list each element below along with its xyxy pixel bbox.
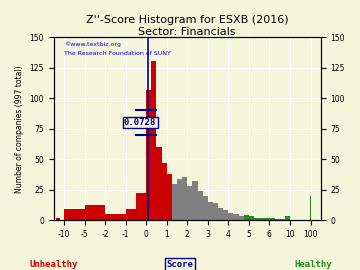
Bar [239, 217, 244, 220]
Bar [208, 202, 213, 220]
Bar [223, 210, 228, 220]
Bar [172, 184, 177, 220]
Bar [310, 196, 311, 220]
Bar [254, 218, 259, 220]
Bar [259, 218, 269, 220]
Bar [234, 214, 239, 220]
Bar [167, 174, 172, 220]
Title: Z''-Score Histogram for ESXB (2016)
Sector: Financials: Z''-Score Histogram for ESXB (2016) Sect… [86, 15, 289, 37]
Bar [192, 181, 198, 220]
Bar [177, 179, 182, 220]
Bar [105, 214, 126, 220]
Bar [162, 163, 167, 220]
Bar [228, 213, 234, 220]
Bar [269, 218, 275, 220]
Text: 0.0728: 0.0728 [124, 118, 156, 127]
Bar [213, 203, 218, 220]
Bar [187, 186, 192, 220]
Bar [64, 209, 85, 220]
Bar [280, 219, 285, 220]
Bar [182, 177, 187, 220]
Bar [146, 90, 151, 220]
Bar [56, 218, 60, 220]
Bar [85, 205, 105, 220]
Bar [151, 60, 157, 220]
Bar [203, 196, 208, 220]
Text: Unhealthy: Unhealthy [30, 260, 78, 269]
Bar [285, 217, 290, 220]
Text: Healthy: Healthy [294, 260, 332, 269]
Bar [136, 193, 146, 220]
Bar [218, 208, 223, 220]
Bar [275, 219, 280, 220]
Bar [157, 147, 162, 220]
Bar [244, 215, 249, 220]
Text: Score: Score [167, 260, 193, 269]
Bar [249, 217, 254, 220]
Text: The Research Foundation of SUNY: The Research Foundation of SUNY [64, 51, 171, 56]
Bar [126, 209, 136, 220]
Text: ©www.textbiz.org: ©www.textbiz.org [64, 41, 121, 47]
Bar [198, 191, 203, 220]
Y-axis label: Number of companies (997 total): Number of companies (997 total) [15, 65, 24, 193]
